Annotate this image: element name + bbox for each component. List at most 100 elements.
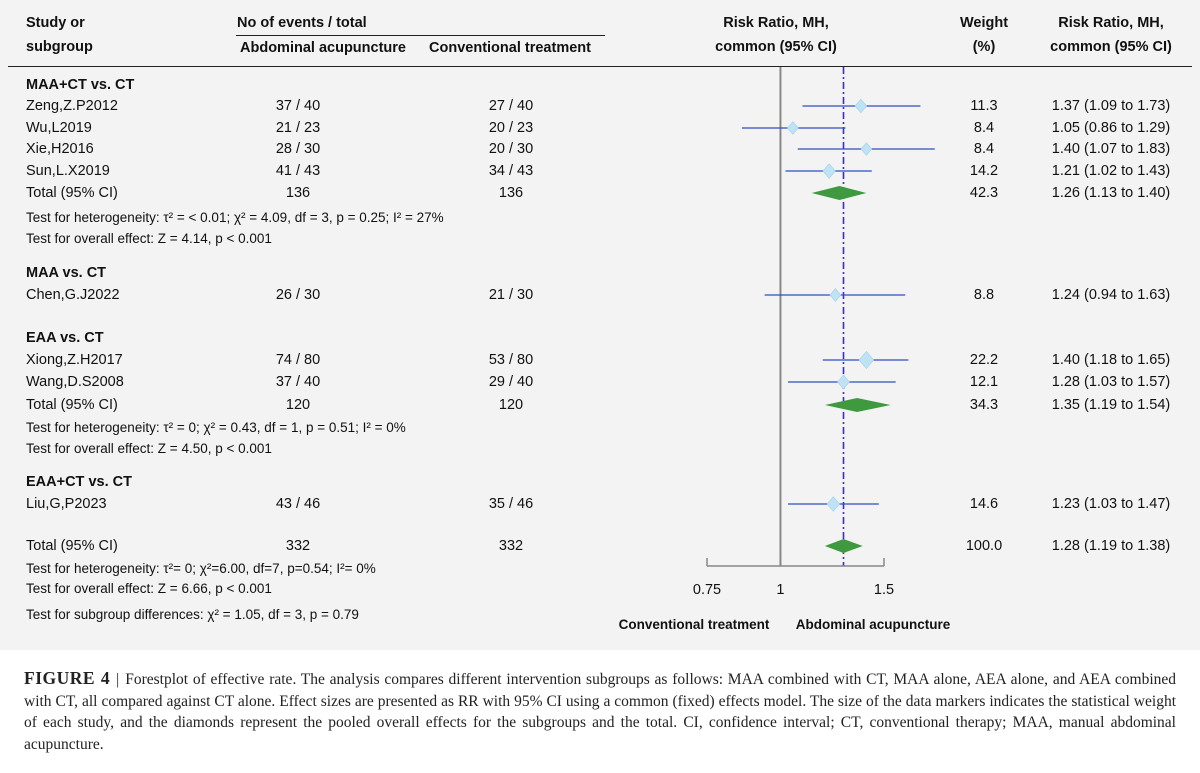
study-point-marker [837, 374, 850, 390]
study-events-1: 26 / 30 [275, 287, 321, 303]
header-events-col1: Abdominal acupuncture [240, 40, 406, 56]
study-weight: 14.2 [969, 163, 999, 179]
group-title: EAA+CT vs. CT [26, 474, 132, 490]
header-weight-line1: Weight [959, 15, 1009, 31]
header-events-title: No of events / total [237, 15, 367, 31]
x-axis-tick-label: 1.5 [874, 582, 894, 598]
study-events-2: 29 / 40 [488, 374, 534, 390]
study-point-marker [860, 142, 873, 156]
study-weight: 8.4 [973, 120, 995, 136]
study-events-1: 41 / 43 [275, 163, 321, 179]
study-events-2: 20 / 23 [488, 120, 534, 136]
subgroup-total-ci: 1.26 (1.13 to 1.40) [1051, 185, 1171, 201]
study-point-marker [854, 98, 868, 114]
subgroup-total-label: Total (95% CI) [26, 185, 118, 201]
study-weight: 22.2 [969, 352, 999, 368]
subgroup-total-n2: 136 [498, 185, 524, 201]
study-ci: 1.21 (1.02 to 1.43) [1051, 163, 1171, 179]
header-rr-line2: common (95% CI) [715, 39, 837, 55]
study-events-1: 37 / 40 [275, 98, 321, 114]
study-name: Wang,D.S2008 [26, 374, 124, 390]
figure-label: FIGURE 4 [24, 668, 111, 688]
study-ci: 1.37 (1.09 to 1.73) [1051, 98, 1171, 114]
study-events-2: 34 / 43 [488, 163, 534, 179]
study-name: Zeng,Z.P2012 [26, 98, 118, 114]
axis-left-label: Conventional treatment [618, 617, 770, 632]
study-events-1: 28 / 30 [275, 141, 321, 157]
study-events-2: 27 / 40 [488, 98, 534, 114]
header-study-line2: subgroup [26, 39, 93, 55]
study-name: Wu,L2019 [26, 120, 92, 136]
study-name: Liu,G,P2023 [26, 496, 107, 512]
group-title: MAA vs. CT [26, 265, 107, 281]
study-events-1: 21 / 23 [275, 120, 321, 136]
heterogeneity-test: Test for heterogeneity: τ² = < 0.01; χ² … [26, 210, 444, 225]
x-axis-tick-label: 0.75 [693, 582, 721, 598]
study-events-1: 74 / 80 [275, 352, 321, 368]
study-events-2: 53 / 80 [488, 352, 534, 368]
overall-total-weight: 100.0 [965, 538, 1003, 554]
header-weight-line2: (%) [972, 39, 996, 55]
subgroup-total-n1: 136 [285, 185, 311, 201]
subgroup-differences-test: Test for subgroup differences: χ² = 1.05… [26, 607, 359, 622]
forest-plot-panel: Study or subgroup No of events / total A… [0, 0, 1200, 650]
group-title: EAA vs. CT [26, 330, 104, 346]
overall-effect-test: Test for overall effect: Z = 4.14, p < 0… [26, 231, 272, 246]
overall-total-ci: 1.28 (1.19 to 1.38) [1051, 538, 1171, 554]
study-name: Xie,H2016 [26, 141, 94, 157]
subgroup-total-n1: 120 [285, 397, 311, 413]
study-point-marker [826, 496, 840, 512]
study-weight: 11.3 [970, 98, 998, 114]
study-events-1: 43 / 46 [275, 496, 321, 512]
study-point-marker [829, 288, 842, 302]
study-name: Xiong,Z.H2017 [26, 352, 123, 368]
study-events-2: 21 / 30 [488, 287, 534, 303]
study-events-2: 20 / 30 [488, 141, 534, 157]
header-rrv-line1: Risk Ratio, MH, [1058, 15, 1164, 31]
study-ci: 1.40 (1.07 to 1.83) [1051, 141, 1171, 157]
study-events-2: 35 / 46 [488, 496, 534, 512]
study-ci: 1.05 (0.86 to 1.29) [1051, 120, 1171, 136]
study-ci: 1.28 (1.03 to 1.57) [1051, 374, 1171, 390]
subgroup-total-n2: 120 [498, 397, 524, 413]
axis-right-label: Abdominal acupuncture [795, 617, 951, 632]
subgroup-total-weight: 34.3 [969, 397, 999, 413]
header-events-col2: Conventional treatment [429, 40, 591, 56]
study-name: Chen,G.J2022 [26, 287, 120, 303]
study-weight: 8.8 [973, 287, 995, 303]
subgroup-total-ci: 1.35 (1.19 to 1.54) [1051, 397, 1171, 413]
study-point-marker [822, 163, 836, 179]
study-ci: 1.24 (0.94 to 1.63) [1051, 287, 1171, 303]
overall-effect-test: Test for overall effect: Z = 6.66, p < 0… [26, 581, 272, 596]
study-weight: 8.4 [973, 141, 995, 157]
study-ci: 1.23 (1.03 to 1.47) [1051, 496, 1171, 512]
study-point-marker [787, 121, 799, 135]
subgroup-total-label: Total (95% CI) [26, 397, 118, 413]
x-axis-tick-label: 1 [776, 582, 784, 598]
pooled-diamond [824, 398, 891, 412]
group-title: MAA+CT vs. CT [26, 77, 135, 93]
overall-effect-test: Test for overall effect: Z = 4.50, p < 0… [26, 441, 272, 456]
subgroup-total-weight: 42.3 [969, 185, 999, 201]
header-events-rule [236, 35, 605, 36]
caption-separator: | [116, 671, 120, 688]
study-weight: 12.1 [969, 374, 999, 390]
overall-total-n1: 332 [285, 538, 311, 554]
caption-text: Forestplot of effective rate. The analys… [24, 671, 1177, 753]
header-bottom-rule [8, 66, 1192, 67]
pooled-diamond [811, 186, 867, 200]
figure-caption: FIGURE 4 | Forestplot of effective rate. T… [24, 668, 1176, 755]
study-ci: 1.40 (1.18 to 1.65) [1051, 352, 1171, 368]
study-weight: 14.6 [969, 496, 999, 512]
overall-total-label: Total (95% CI) [26, 538, 118, 554]
header-rr-line1: Risk Ratio, MH, [723, 15, 829, 31]
study-events-1: 37 / 40 [275, 374, 321, 390]
study-point-marker [858, 350, 875, 370]
study-name: Sun,L.X2019 [26, 163, 110, 179]
pooled-diamond [824, 539, 863, 553]
heterogeneity-test: Test for heterogeneity: τ² = 0; χ² = 0.4… [26, 420, 406, 435]
overall-heterogeneity-test: Test for heterogeneity: τ²= 0; χ²=6.00, … [26, 561, 376, 576]
header-study-line1: Study or [26, 15, 85, 31]
forest-plot: 0.75 1 1.5 [693, 67, 935, 598]
header-rrv-line2: common (95% CI) [1050, 39, 1172, 55]
